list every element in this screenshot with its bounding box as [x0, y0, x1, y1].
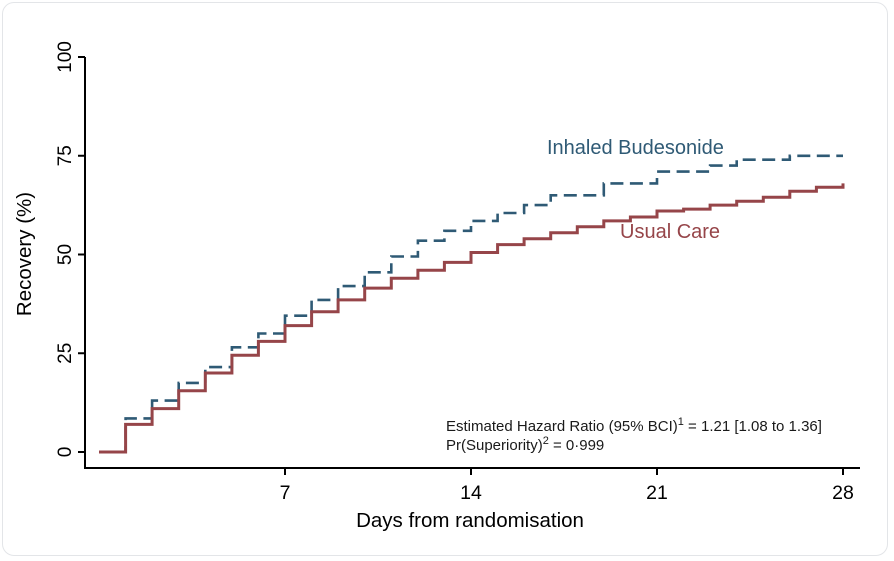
legend-label-usual-care: Usual Care — [620, 221, 720, 243]
y-tick-label: 0 — [55, 447, 76, 458]
x-tick-label: 28 — [832, 482, 854, 504]
series-curve-usual-care — [99, 183, 845, 454]
series-curve-inhaled-budesonide — [99, 154, 843, 454]
y-tick-label: 25 — [55, 343, 76, 364]
annotation-line-2: Pr(Superiority)2 = 0·999 — [446, 435, 604, 454]
annotation-superscript: 2 — [543, 435, 549, 447]
x-tick-label: 7 — [280, 482, 291, 504]
y-tick-label: 100 — [55, 41, 76, 73]
x-tick-label: 14 — [460, 482, 482, 504]
axis-lines — [84, 57, 860, 469]
annotation-superscript: 1 — [678, 416, 684, 428]
x-tick-label: 21 — [646, 482, 668, 504]
y-axis-title: Recovery (%) — [13, 192, 36, 316]
y-tick-label: 50 — [55, 244, 76, 265]
chart-card — [2, 2, 888, 556]
y-tick-label: 75 — [55, 145, 76, 166]
x-axis-title: Days from randomisation — [356, 509, 584, 532]
annotation-line-1: Estimated Hazard Ratio (95% BCI)1 = 1.21… — [446, 416, 822, 435]
legend-label-inhaled-budesonide: Inhaled Budesonide — [547, 137, 724, 159]
